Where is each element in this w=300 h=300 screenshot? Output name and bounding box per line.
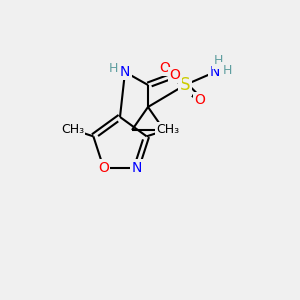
Text: N: N [120, 65, 130, 79]
Text: S: S [180, 76, 190, 94]
Text: O: O [160, 61, 170, 75]
Text: O: O [169, 68, 180, 82]
Text: H: H [213, 55, 223, 68]
Text: H: H [222, 64, 232, 76]
Text: O: O [195, 93, 206, 107]
Text: O: O [98, 161, 109, 175]
Text: CH₃: CH₃ [61, 123, 84, 136]
Text: CH₃: CH₃ [156, 123, 179, 136]
Text: N: N [210, 65, 220, 79]
Text: N: N [131, 161, 142, 175]
Text: H: H [108, 61, 118, 74]
